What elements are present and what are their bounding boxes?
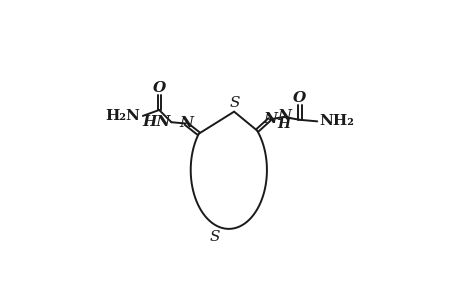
Text: S: S <box>230 96 240 110</box>
Text: H: H <box>277 117 290 131</box>
Text: NH₂: NH₂ <box>319 114 354 128</box>
Text: N: N <box>263 112 276 126</box>
Text: H₂N: H₂N <box>106 109 140 123</box>
Text: N: N <box>277 109 291 123</box>
Text: S: S <box>209 230 219 244</box>
Text: O: O <box>152 81 165 95</box>
Text: HN: HN <box>142 115 170 128</box>
Text: N: N <box>179 116 192 130</box>
Text: O: O <box>293 91 306 105</box>
